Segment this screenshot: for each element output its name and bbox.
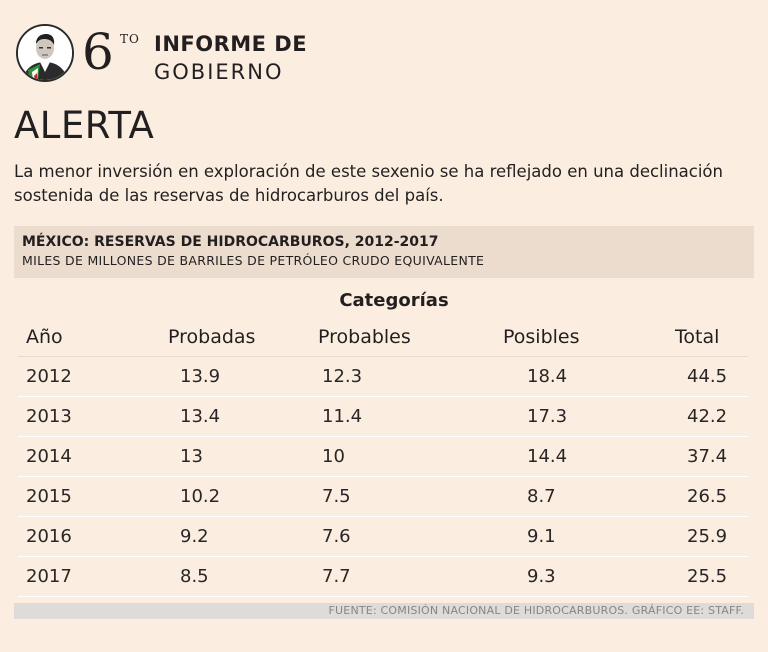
- table-cell: 37.4: [675, 436, 748, 477]
- table-cell: 2012: [18, 356, 168, 397]
- source-credit: FUENTE: COMISIÓN NACIONAL DE HIDROCARBUR…: [328, 604, 744, 617]
- table-cell: 2016: [18, 516, 168, 557]
- table-cell: 10: [318, 436, 503, 477]
- table-cell: 26.5: [675, 476, 748, 517]
- column-header-probable: Probables: [318, 318, 503, 357]
- table-cell: 2017: [18, 556, 168, 597]
- categories-label: Categorías: [339, 290, 449, 311]
- table-cell: 14.4: [503, 436, 675, 477]
- report-subtitle: GOBIERNO: [154, 60, 284, 84]
- table-row: 2017 8.5 7.7 9.3 25.5: [18, 556, 748, 597]
- column-header-possible: Posibles: [503, 318, 675, 357]
- table-cell: 11.4: [318, 396, 503, 437]
- table-row: 2016 9.2 7.6 9.1 25.9: [18, 516, 748, 557]
- table-row: 2013 13.4 11.4 17.3 42.2: [18, 396, 748, 437]
- table-cell: 17.3: [503, 396, 675, 437]
- table-cell: 42.2: [675, 396, 748, 437]
- report-header: 6 TO INFORME DE GOBIERNO: [16, 22, 416, 86]
- table-cell: 9.2: [168, 516, 318, 557]
- table-header-row: Año Probadas Probables Posibles Total: [18, 318, 748, 357]
- edition-number: 6: [82, 23, 114, 81]
- table-cell: 13.4: [168, 396, 318, 437]
- reserves-table: Año Probadas Probables Posibles Total 20…: [18, 318, 748, 597]
- table-cell: 12.3: [318, 356, 503, 397]
- table-cell: 13.9: [168, 356, 318, 397]
- table-row: 2014 13 10 14.4 37.4: [18, 436, 748, 477]
- column-header-total: Total: [675, 318, 748, 357]
- president-portrait-icon: [16, 24, 74, 82]
- source-bar: FUENTE: COMISIÓN NACIONAL DE HIDROCARBUR…: [14, 603, 754, 619]
- column-header-proved: Probadas: [168, 318, 318, 357]
- table-cell: 9.3: [503, 556, 675, 597]
- table-cell: 2013: [18, 396, 168, 437]
- table-cell: 44.5: [675, 356, 748, 397]
- table-cell: 8.7: [503, 476, 675, 517]
- report-title: INFORME DE: [154, 32, 308, 56]
- table-row: 2015 10.2 7.5 8.7 26.5: [18, 476, 748, 517]
- table-cell: 10.2: [168, 476, 318, 517]
- table-cell: 13: [168, 436, 318, 477]
- table-cell: 7.5: [318, 476, 503, 517]
- chart-units: MILES DE MILLONES DE BARRILES DE PETRÓLE…: [22, 253, 485, 268]
- table-row: 2012 13.9 12.3 18.4 44.5: [18, 356, 748, 397]
- intro-text: La menor inversión en exploración de est…: [14, 162, 723, 205]
- table-cell: 7.7: [318, 556, 503, 597]
- chart-title: MÉXICO: RESERVAS DE HIDROCARBUROS, 2012-…: [22, 234, 439, 250]
- table-cell: 18.4: [503, 356, 675, 397]
- edition-suffix: TO: [120, 32, 140, 46]
- column-header-year: Año: [18, 318, 168, 357]
- table-cell: 7.6: [318, 516, 503, 557]
- table-cell: 25.9: [675, 516, 748, 557]
- headline: ALERTA: [14, 104, 155, 147]
- table-cell: 2014: [18, 436, 168, 477]
- table-cell: 25.5: [675, 556, 748, 597]
- table-cell: 8.5: [168, 556, 318, 597]
- table-cell: 9.1: [503, 516, 675, 557]
- chart-header: MÉXICO: RESERVAS DE HIDROCARBUROS, 2012-…: [14, 226, 754, 278]
- table-cell: 2015: [18, 476, 168, 517]
